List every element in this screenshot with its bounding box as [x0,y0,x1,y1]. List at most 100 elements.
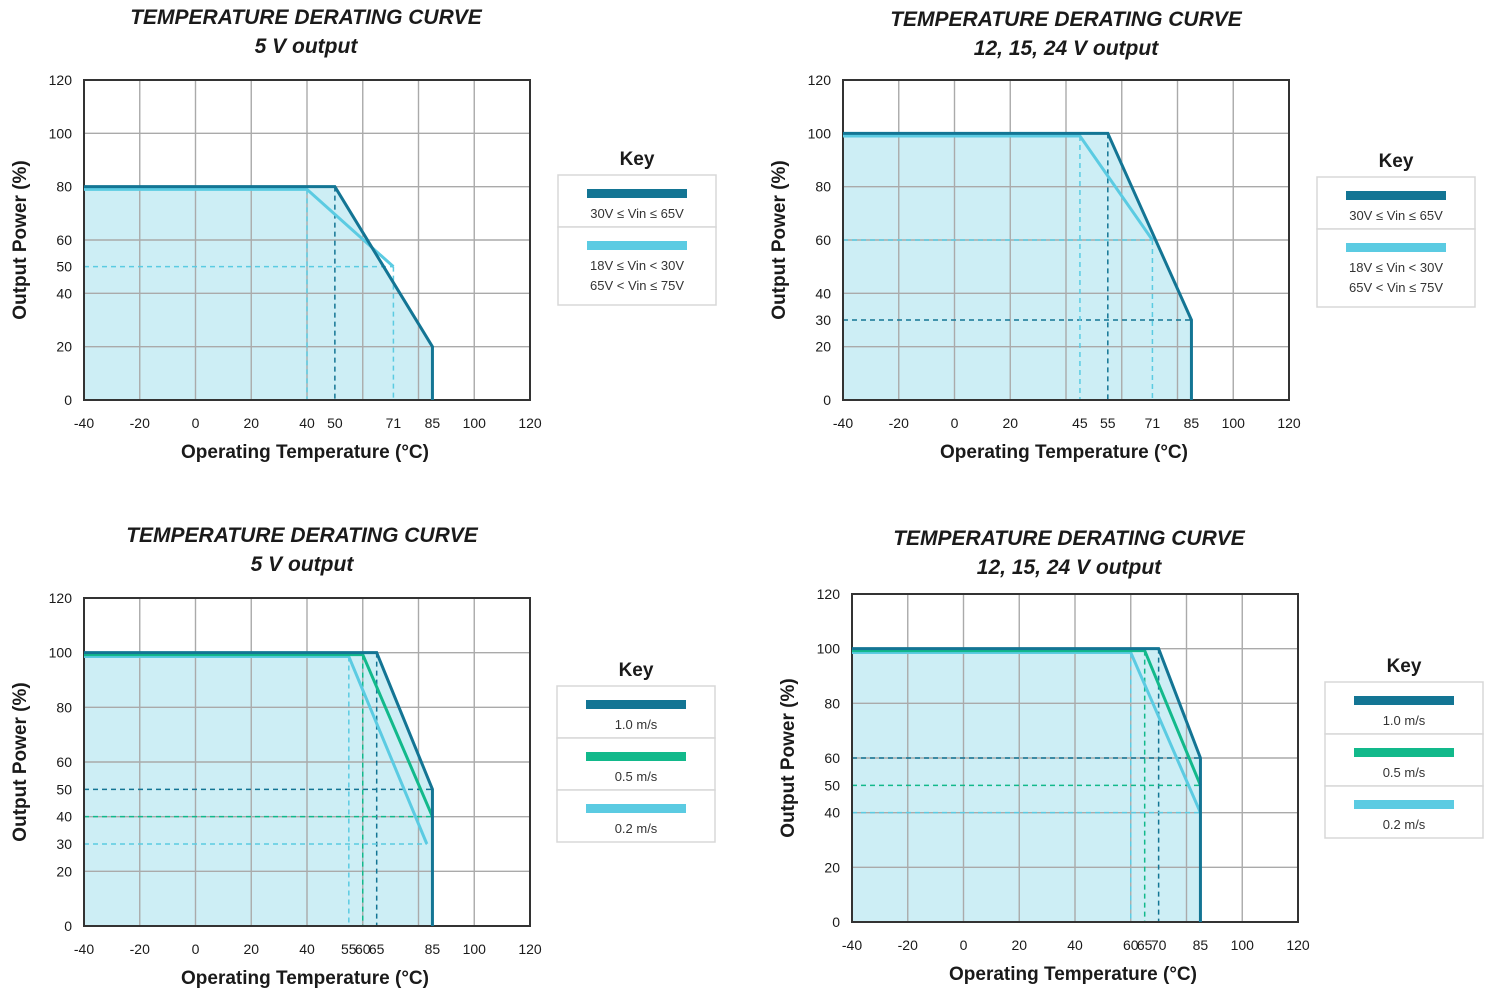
y-axis-label: Output Power (%) [769,160,790,319]
safe-operating-area [843,133,1192,401]
chart-title: 5 V output [255,35,359,58]
legend-swatch [1354,748,1454,757]
plot-frame [83,79,531,401]
legend-label: 30V ≤ Vin ≤ 65V [1349,208,1443,223]
y-tick-label: 50 [56,781,72,797]
legend-label: 0.2 m/s [615,821,658,836]
legend-entry [556,789,716,843]
x-tick-label: 50 [327,415,343,431]
y-tick-label: 40 [815,285,831,301]
y-tick-label: 30 [56,836,72,852]
y-tick-label: 40 [824,805,840,821]
x-tick-label: 70 [1151,937,1167,953]
x-tick-label: 85 [425,415,441,431]
x-tick-label: 20 [243,415,259,431]
legend-swatch [1346,243,1446,252]
x-tick-label: 71 [1145,415,1161,431]
x-tick-label: -40 [74,941,94,957]
x-tick-label: 0 [951,415,959,431]
series-line [84,187,395,268]
plot-frame [842,79,1290,401]
y-tick-label: 120 [808,72,832,88]
x-tick-label: 55 [1100,415,1116,431]
legend: Key 30V ≤ Vin ≤ 65V 18V ≤ Vin < 30V 65V < V… [1316,151,1476,308]
x-axis-label: Operating Temperature (°C) [940,442,1188,463]
x-tick-label: 120 [1277,415,1301,431]
legend-label: 65V < Vin ≤ 75V [590,278,684,293]
x-tick-label: 40 [299,415,315,431]
x-tick-label: 60 [355,941,371,957]
x-axis-label: Operating Temperature (°C) [949,964,1197,985]
legend-swatch [1346,191,1446,200]
y-tick-label: 60 [824,750,840,766]
legend-label: 0.5 m/s [615,769,658,784]
x-tick-label: 0 [960,937,968,953]
y-tick-label: 60 [815,232,831,248]
x-tick-label: 20 [243,941,259,957]
y-tick-label: 80 [56,179,72,195]
x-tick-label: 20 [1002,415,1018,431]
x-tick-label: -40 [842,937,862,953]
legend-entry [1324,785,1484,839]
y-tick-label: 20 [824,859,840,875]
chart-title: TEMPERATURE DERATING CURVE [893,527,1246,550]
series-line [843,134,1154,241]
legend-label: 1.0 m/s [615,717,658,732]
x-tick-label: 0 [192,415,200,431]
y-tick-label: 120 [49,590,73,606]
series-line [84,654,429,845]
legend-label: 1.0 m/s [1383,713,1426,728]
legend-entry [1316,228,1476,308]
x-tick-label: -20 [130,941,150,957]
x-axis-label: Operating Temperature (°C) [181,968,429,989]
x-tick-label: 20 [1011,937,1027,953]
legend-entry [556,685,716,739]
chart-title: 5 V output [251,553,355,576]
x-tick-label: 60 [1123,937,1139,953]
x-tick-label: 65 [1137,937,1153,953]
plot-frame [83,597,531,927]
legend-label: 18V ≤ Vin < 30V [1349,260,1443,275]
y-tick-label: 100 [49,125,73,141]
legend-label: 0.2 m/s [1383,817,1426,832]
y-tick-label: 40 [56,285,72,301]
y-tick-label: 30 [815,312,831,328]
x-tick-label: 120 [518,941,542,957]
x-axis-label: Operating Temperature (°C) [181,442,429,463]
x-tick-label: 120 [1286,937,1310,953]
x-tick-label: 0 [192,941,200,957]
legend-label: 0.5 m/s [1383,765,1426,780]
y-tick-label: 60 [56,754,72,770]
x-tick-label: -40 [74,415,94,431]
legend-label: 18V ≤ Vin < 30V [590,258,684,273]
y-axis-label: Output Power (%) [778,678,799,837]
y-tick-label: 20 [815,339,831,355]
legend-swatch [1354,696,1454,705]
legend-entry [1316,176,1476,230]
series-line [852,647,1202,922]
legend-title: Key [619,660,654,681]
y-tick-label: 100 [49,645,73,661]
chart-title: TEMPERATURE DERATING CURVE [130,6,483,29]
x-tick-label: 100 [463,415,487,431]
x-tick-label: 100 [1231,937,1255,953]
chart-title: 12, 15, 24 V output [974,37,1159,60]
chart-title: 12, 15, 24 V output [977,556,1162,579]
legend-title: Key [620,149,655,170]
x-tick-label: 85 [1193,937,1209,953]
legend: Key 1.0 m/s 0.5 m/s 0.2 m/s [1324,656,1484,839]
y-tick-label: 0 [64,918,72,934]
x-tick-label: 85 [425,941,441,957]
y-tick-label: 20 [56,863,72,879]
legend: Key 30V ≤ Vin ≤ 65V 18V ≤ Vin < 30V 65V < V… [557,149,717,306]
series-line [84,651,434,926]
chart-3: TEMPERATURE DERATING CURVE 5 V output -40 -… [10,524,716,989]
legend-swatch [1354,800,1454,809]
x-tick-label: 45 [1072,415,1088,431]
y-tick-label: 120 [817,586,841,602]
series-line [84,185,434,400]
y-tick-label: 80 [815,179,831,195]
series-line [852,650,1202,814]
x-tick-label: 71 [386,415,402,431]
